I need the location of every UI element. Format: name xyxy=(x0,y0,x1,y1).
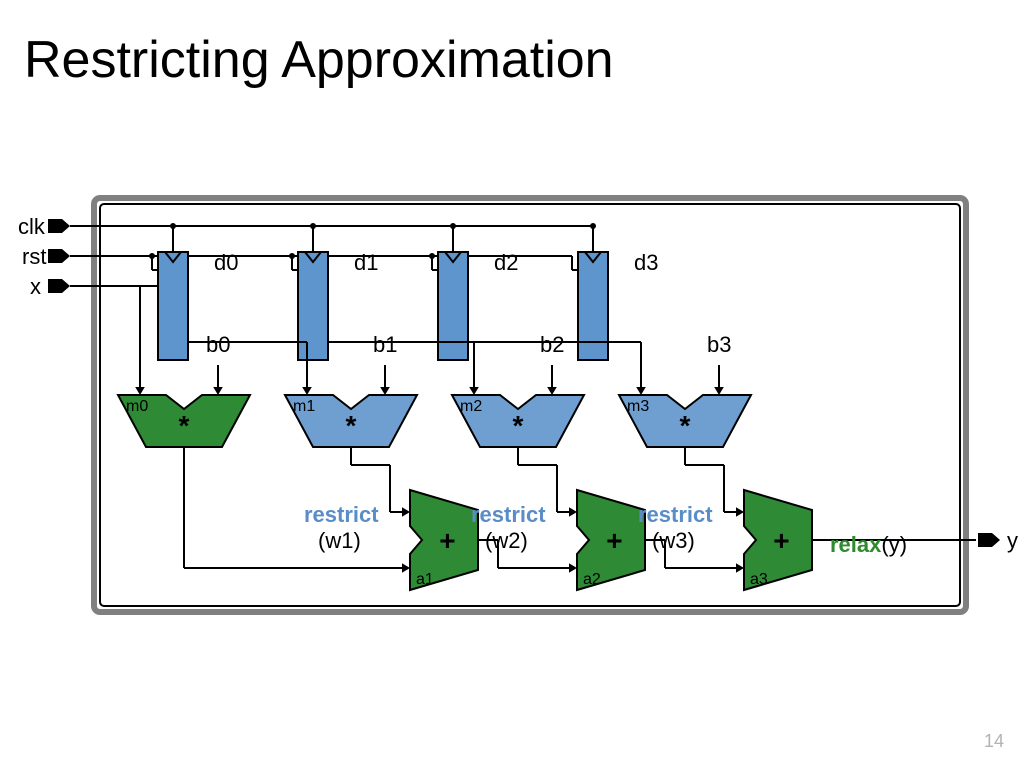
svg-text:*: * xyxy=(346,410,357,441)
svg-text:+: + xyxy=(773,525,789,556)
svg-text:d0: d0 xyxy=(214,250,238,275)
svg-text:b2: b2 xyxy=(540,332,564,357)
circuit-diagram: clk rst x y d0 d1 d2 d3 b0 b1 b2 b3 m0 * m1 * m2 * m3 * + a1 +… xyxy=(0,0,1024,768)
svg-text:relax(y): relax(y) xyxy=(830,532,907,557)
svg-text:*: * xyxy=(513,410,524,441)
svg-text:a1: a1 xyxy=(416,571,434,588)
svg-text:restrict: restrict xyxy=(304,502,379,527)
svg-text:rst: rst xyxy=(22,244,46,269)
svg-text:m1: m1 xyxy=(293,398,315,415)
svg-text:(w3): (w3) xyxy=(652,528,695,553)
svg-text:*: * xyxy=(179,410,190,441)
svg-text:m3: m3 xyxy=(627,398,649,415)
svg-text:d2: d2 xyxy=(494,250,518,275)
svg-text:d3: d3 xyxy=(634,250,658,275)
svg-text:+: + xyxy=(439,525,455,556)
svg-text:y: y xyxy=(1007,528,1018,553)
svg-text:restrict: restrict xyxy=(471,502,546,527)
svg-text:restrict: restrict xyxy=(638,502,713,527)
svg-text:clk: clk xyxy=(18,214,46,239)
svg-text:b3: b3 xyxy=(707,332,731,357)
svg-text:*: * xyxy=(680,410,691,441)
svg-text:b1: b1 xyxy=(373,332,397,357)
svg-text:a3: a3 xyxy=(750,571,768,588)
svg-text:m2: m2 xyxy=(460,398,482,415)
svg-text:(w1): (w1) xyxy=(318,528,361,553)
svg-text:(w2): (w2) xyxy=(485,528,528,553)
svg-text:a2: a2 xyxy=(583,571,601,588)
svg-text:d1: d1 xyxy=(354,250,378,275)
svg-text:b0: b0 xyxy=(206,332,230,357)
svg-text:x: x xyxy=(30,274,41,299)
svg-text:m0: m0 xyxy=(126,398,148,415)
svg-text:+: + xyxy=(606,525,622,556)
